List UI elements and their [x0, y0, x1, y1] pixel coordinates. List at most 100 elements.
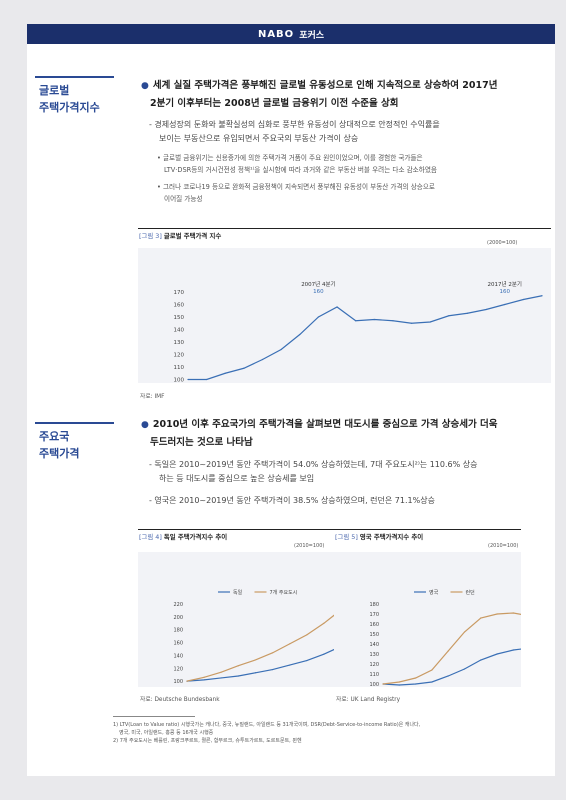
section-title-line: 주택가격	[39, 447, 80, 460]
report-page: NABO 포커스 글로벌 주택가격지수 ● 세계 실질 주택가격은 풍부해진 글로…	[27, 24, 555, 776]
uk-house-price-chart: 9010011012013014015016017018020102011201…	[369, 589, 521, 687]
sub-bullet-1: • 글로벌 금융위기는 신용증가에 의한 주택가격 거품이 주요 원인이었으며,…	[157, 154, 437, 174]
data-point	[398, 681, 400, 683]
data-point	[323, 653, 325, 655]
data-point	[447, 675, 449, 677]
data-point	[224, 372, 226, 374]
data-point	[206, 378, 208, 381]
figure-5-background	[334, 552, 521, 687]
page-header: NABO 포커스	[27, 24, 555, 44]
figure-4-caption: [그림 4] 독일 주택가격지수 추이	[139, 533, 228, 541]
data-point	[480, 659, 482, 661]
y-tick-label: 180	[369, 602, 379, 608]
data-point	[261, 358, 264, 361]
y-tick-label: 130	[369, 652, 379, 658]
data-point	[496, 613, 498, 615]
legend-label: 7개 주요도시	[270, 589, 298, 596]
data-point	[299, 333, 301, 336]
data-point	[504, 303, 506, 306]
figure-3-background	[138, 248, 551, 383]
y-tick-label: 200	[173, 615, 183, 621]
dash-paragraph-3: - 영국은 2010~2019년 동안 주택가격이 38.5% 상승하였으며, …	[149, 496, 435, 505]
annotation-label: 2007년 4분기	[301, 280, 335, 288]
y-tick-label: 140	[173, 653, 183, 659]
nabo-logo: NABO	[257, 28, 295, 40]
footnotes: 1) LTV(Loan to Value ratio) 시행국가는 캐나다, 중…	[113, 722, 421, 744]
section-divider	[35, 76, 114, 78]
data-point	[463, 668, 466, 670]
y-tick-label: 220	[173, 602, 183, 608]
data-point	[271, 652, 274, 654]
data-point	[317, 316, 320, 318]
data-point	[512, 612, 514, 614]
data-point	[220, 671, 222, 673]
data-point	[480, 617, 482, 619]
data-point	[522, 298, 524, 301]
data-point	[373, 318, 375, 321]
data-point	[203, 679, 205, 681]
data-point	[186, 680, 188, 682]
y-tick-label: 170	[174, 290, 185, 296]
headline-2: ● 2010년 이후 주요국가의 주택가격을 살펴보면 대도시를 중심으로 가격 …	[141, 419, 498, 448]
y-tick-label: 120	[173, 666, 183, 672]
y-tick-label: 100	[173, 679, 183, 685]
figure-3-caption: [그림 3] 글로벌 주택가격 지수	[139, 232, 222, 240]
data-point	[463, 631, 466, 633]
section-title-line: 주요국	[39, 430, 70, 443]
y-tick-label: 120	[174, 353, 185, 359]
data-point	[289, 664, 291, 666]
data-point	[485, 308, 487, 311]
data-point	[431, 681, 433, 683]
y-tick-label: 100	[174, 378, 185, 384]
series-line	[382, 648, 521, 686]
section-title-global: 글로벌 주택가격지수	[39, 82, 100, 116]
data-point	[187, 378, 189, 381]
figure-4-background	[138, 552, 334, 687]
data-point	[306, 659, 308, 662]
data-point	[447, 650, 449, 652]
data-point	[431, 669, 433, 671]
figure-4-unit: (2010=100)	[294, 543, 325, 549]
data-point	[220, 677, 222, 679]
figure-5-unit: (2010=100)	[488, 543, 519, 549]
data-point	[280, 348, 282, 351]
figure-5-caption: [그림 5] 영국 주택가격지수 추이	[335, 533, 424, 541]
section-title-line: 글로벌	[39, 84, 70, 97]
dash-paragraph-2: - 독일은 2010~2019년 동안 주택가격이 54.0% 상승하였는데, …	[149, 460, 478, 483]
y-tick-label: 100	[369, 682, 379, 687]
data-point	[243, 367, 245, 369]
figure-3-unit: (2000=100)	[487, 240, 518, 246]
section-title-major: 주요국 주택가격	[39, 428, 79, 462]
y-tick-label: 150	[369, 632, 379, 638]
y-tick-label: 140	[369, 642, 379, 648]
bullet-circle-icon: ●	[141, 420, 149, 430]
figure-rule	[334, 529, 521, 530]
data-point	[382, 683, 384, 685]
data-point	[466, 312, 469, 314]
legend-label: 독일	[233, 589, 243, 596]
figure-rule	[138, 228, 551, 229]
data-point	[336, 306, 338, 308]
dash-paragraph-1: - 경제성장의 둔화와 불확실성의 심화로 풍부한 유동성이 상대적으로 안정적…	[149, 120, 440, 143]
data-point	[512, 649, 514, 651]
headline-1: ● 세계 실질 주택가격은 풍부해진 글로벌 유동성으로 인해 지속적으로 상승하…	[141, 80, 498, 109]
germany-house-price-chart: 8010012014016018020022020102011201220132…	[173, 589, 334, 685]
figure-3-source: 자료: IMF	[140, 394, 165, 400]
data-point	[355, 320, 357, 322]
series-line	[188, 295, 543, 381]
annotation-label: 2017년 2분기	[488, 280, 522, 288]
series-line	[186, 614, 334, 682]
y-tick-label: 160	[174, 303, 185, 309]
figure-4-source: 자료: Deutsche Bundesbank	[140, 697, 220, 703]
global-house-price-chart: 9010011012013014015016017020002001200220…	[174, 280, 543, 384]
y-tick-label: 140	[174, 328, 185, 334]
section-title-line: 주택가격지수	[39, 101, 100, 114]
annotation-value: 160	[313, 289, 324, 295]
y-tick-label: 130	[174, 340, 185, 346]
annotation-value: 160	[499, 289, 510, 295]
figure-5-source: 자료: UK Land Registry	[336, 697, 401, 703]
data-point	[392, 320, 394, 322]
data-point	[271, 668, 274, 671]
data-point	[306, 634, 308, 636]
data-point	[254, 659, 257, 661]
